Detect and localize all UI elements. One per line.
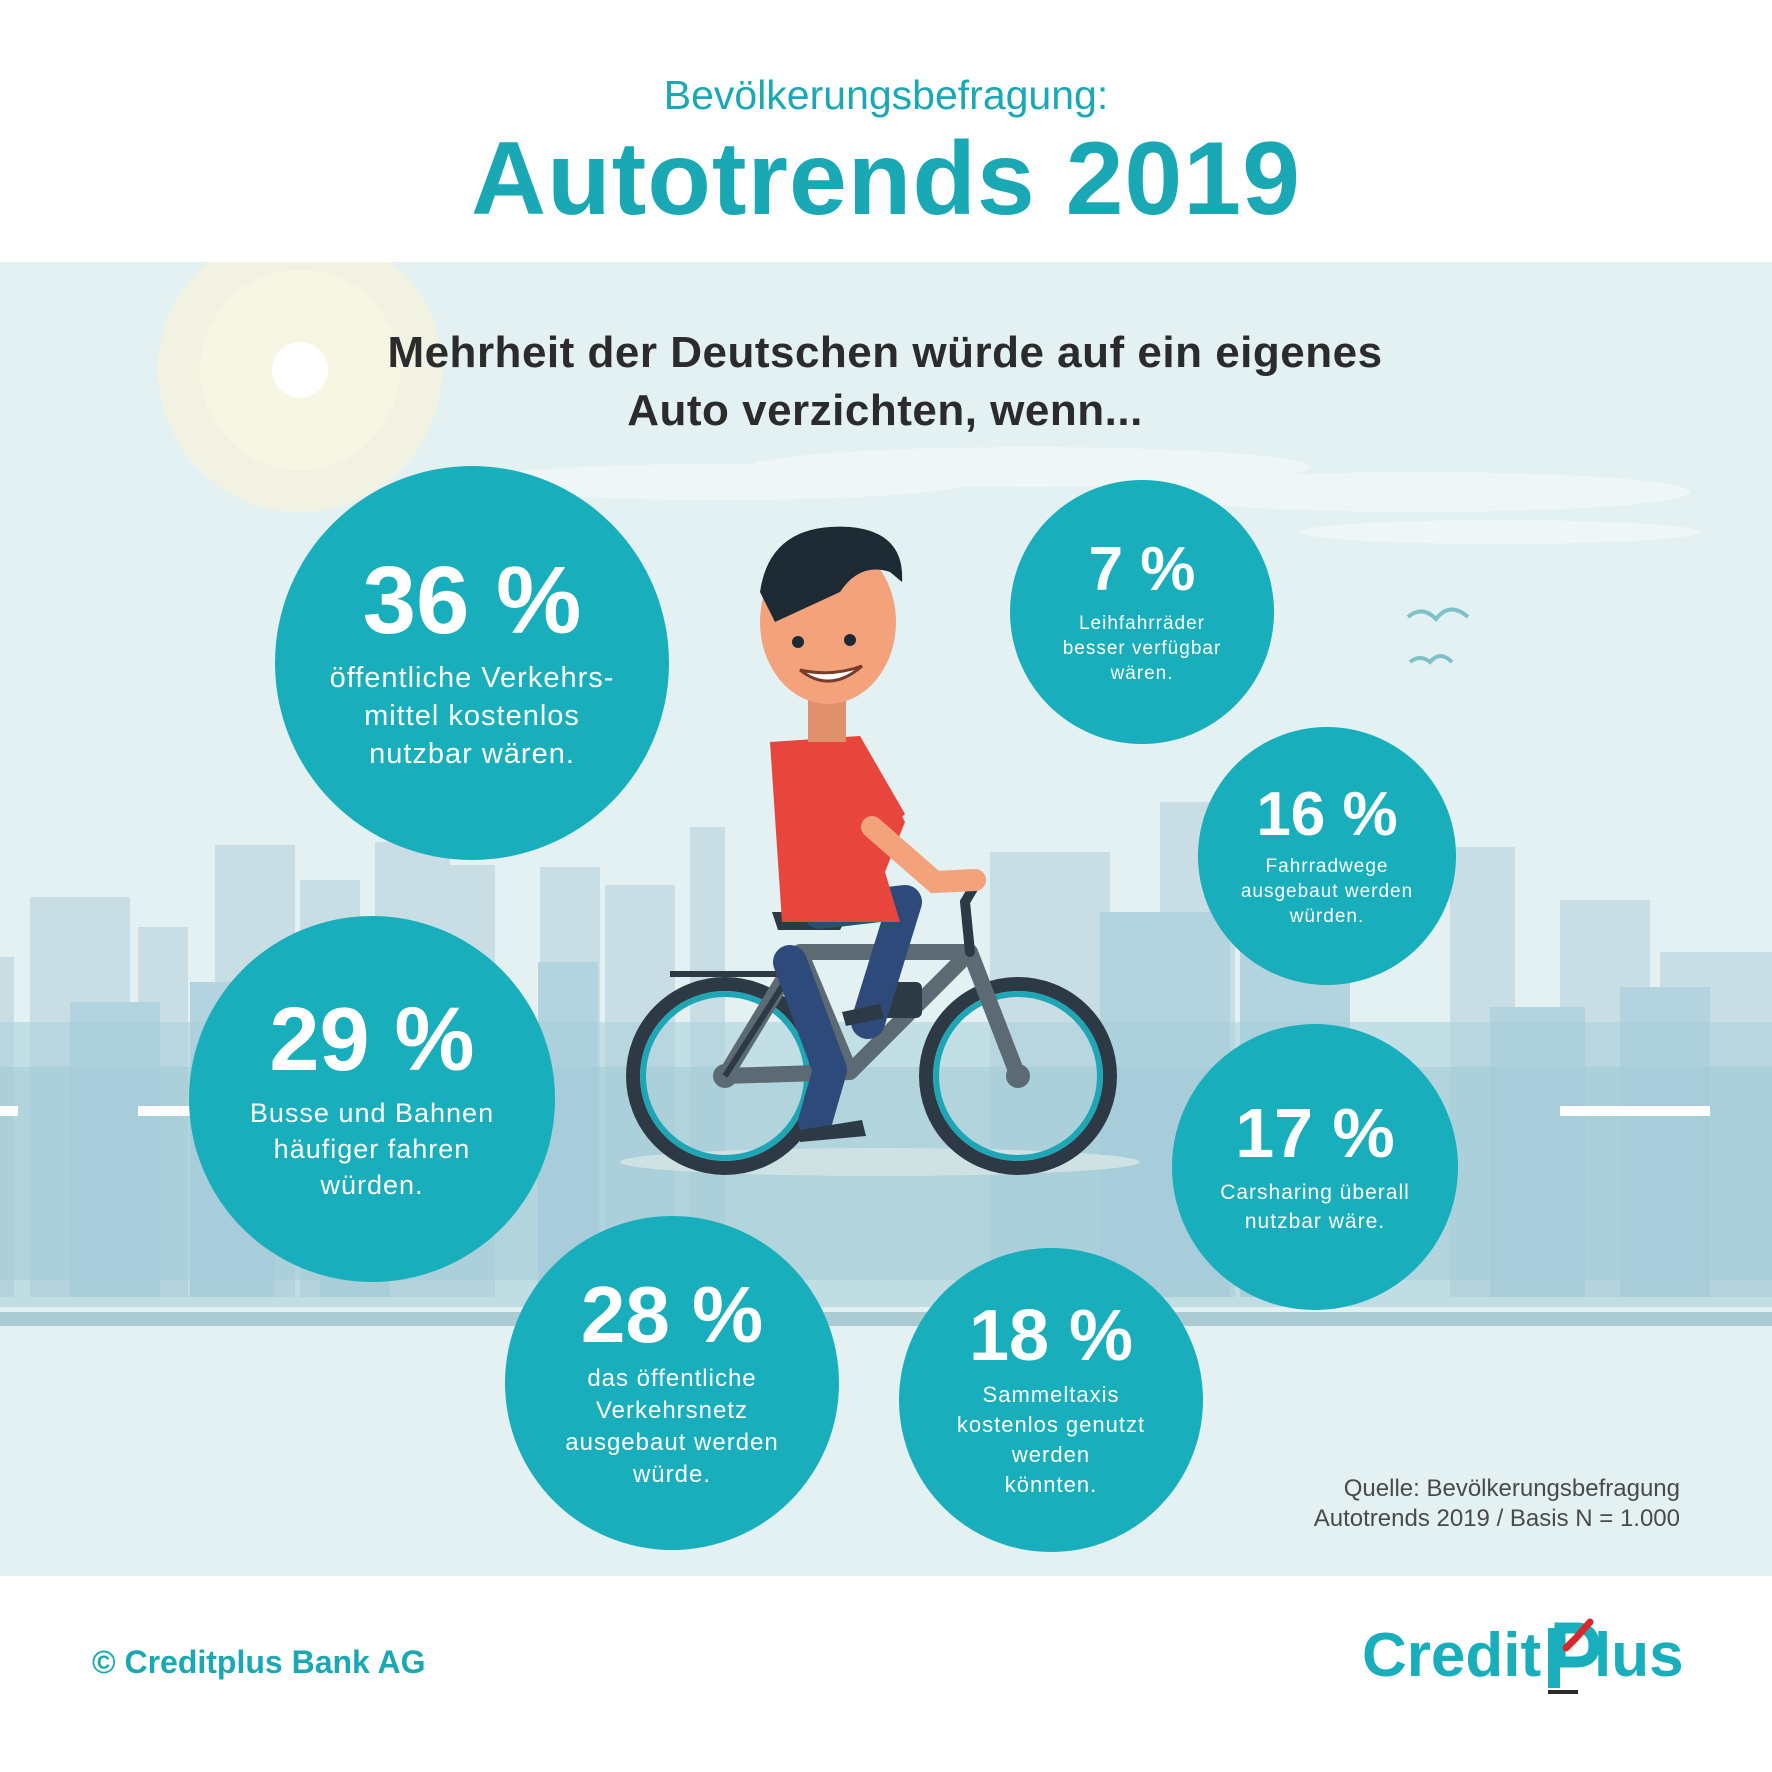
stat-bubble-7: 7 % Leihfahrräder besser verfügbar wären… bbox=[1010, 480, 1274, 744]
stat-label-line: Carsharing überall bbox=[1220, 1181, 1410, 1204]
stat-label-line: das öffentliche bbox=[587, 1365, 757, 1392]
stat-bubble-17: 17 % Carsharing überall nutzbar wäre. bbox=[1172, 1024, 1458, 1310]
stat-label: Sammeltaxis kostenlos genutzt werden kön… bbox=[957, 1380, 1145, 1500]
sun-icon bbox=[158, 262, 442, 512]
source-note: Quelle: Bevölkerungsbefragung Autotrends… bbox=[1314, 1474, 1680, 1534]
stat-label-line: mittel kostenlos bbox=[364, 700, 580, 732]
stat-label: das öffentliche Verkehrsnetz ausgebaut w… bbox=[565, 1363, 778, 1491]
stat-label-line: nutzbar wären. bbox=[369, 738, 575, 770]
stat-label-line: könnten. bbox=[1004, 1472, 1098, 1497]
stat-value: 36 % bbox=[362, 547, 582, 654]
stat-value: 7 % bbox=[1088, 534, 1196, 604]
page-subtitle: Bevölkerungsbefragung: bbox=[663, 72, 1109, 118]
stat-label: Carsharing überall nutzbar wäre. bbox=[1220, 1178, 1410, 1236]
infographic-scene: Mehrheit der Deutschen würde auf ein eig… bbox=[0, 262, 1772, 1576]
stat-label-line: häufiger fahren bbox=[273, 1134, 471, 1164]
stat-label-line: Busse und Bahnen bbox=[249, 1098, 495, 1128]
stat-value: 18 % bbox=[968, 1296, 1134, 1376]
logo-p-icon bbox=[1548, 1618, 1600, 1694]
stat-label-line: würden. bbox=[320, 1170, 424, 1200]
cyclist-figure bbox=[760, 526, 986, 1142]
page-title: Autotrends 2019 bbox=[471, 121, 1301, 237]
headline-line-2: Auto verzichten, wenn... bbox=[627, 386, 1143, 435]
stat-label-line: nutzbar wäre. bbox=[1244, 1210, 1386, 1233]
stat-value: 17 % bbox=[1235, 1094, 1395, 1172]
stat-bubble-36: 36 % öffentliche Verkehrs- mittel kosten… bbox=[275, 466, 669, 860]
birds-icon bbox=[1406, 607, 1470, 665]
stat-bubble-29: 29 % Busse und Bahnen häufiger fahren wü… bbox=[189, 916, 555, 1282]
stat-label-line: Verkehrsnetz bbox=[595, 1397, 749, 1424]
stat-label: Busse und Bahnen häufiger fahren würden. bbox=[250, 1095, 494, 1203]
creditplus-logo: Credit lus bbox=[1362, 1614, 1684, 1694]
stat-label-line: würde. bbox=[632, 1461, 712, 1488]
logo-text-left: Credit bbox=[1362, 1621, 1541, 1690]
scene-illustration bbox=[0, 262, 1772, 1576]
stat-value: 29 % bbox=[269, 990, 475, 1090]
stat-value: 28 % bbox=[580, 1270, 764, 1359]
stat-label-line: werden bbox=[1011, 1442, 1091, 1467]
stat-bubble-16: 16 % Fahrradwege ausgebaut werden würden… bbox=[1198, 727, 1456, 985]
copyright-text: © Creditplus Bank AG bbox=[92, 1644, 426, 1680]
stat-label-line: ausgebaut werden bbox=[1240, 880, 1414, 902]
stat-bubble-18: 18 % Sammeltaxis kostenlos genutzt werde… bbox=[899, 1248, 1203, 1552]
stat-label-line: kostenlos genutzt bbox=[956, 1412, 1146, 1437]
stat-label-line: ausgebaut werden bbox=[565, 1429, 779, 1456]
headline: Mehrheit der Deutschen würde auf ein eig… bbox=[260, 324, 1510, 440]
stat-label-line: Leihfahrräder bbox=[1078, 612, 1205, 634]
stat-label-line: würden. bbox=[1289, 905, 1365, 927]
stat-label: Fahrradwege ausgebaut werden würden. bbox=[1241, 854, 1413, 929]
stat-bubble-28: 28 % das öffentliche Verkehrsnetz ausgeb… bbox=[505, 1216, 839, 1550]
stat-label-line: besser verfügbar bbox=[1062, 637, 1222, 659]
stat-value: 16 % bbox=[1256, 779, 1398, 849]
cloud-icon bbox=[470, 447, 1700, 544]
stat-label-line: Sammeltaxis bbox=[982, 1382, 1120, 1407]
header: Bevölkerungsbefragung: Autotrends 2019 bbox=[0, 0, 1772, 262]
stat-label-line: Fahrradwege bbox=[1265, 855, 1389, 877]
headline-line-1: Mehrheit der Deutschen würde auf ein eig… bbox=[387, 328, 1383, 377]
stat-label: Leihfahrräder besser verfügbar wären. bbox=[1063, 611, 1222, 686]
source-line-1: Quelle: Bevölkerungsbefragung bbox=[1343, 1475, 1680, 1502]
logo-text-right: lus bbox=[1594, 1621, 1682, 1690]
stat-label: öffentliche Verkehrs- mittel kostenlos n… bbox=[330, 659, 615, 773]
stat-label-line: wären. bbox=[1110, 662, 1174, 684]
source-line-2: Autotrends 2019 / Basis N = 1.000 bbox=[1313, 1505, 1680, 1532]
stat-label-line: öffentliche Verkehrs- bbox=[329, 662, 615, 694]
